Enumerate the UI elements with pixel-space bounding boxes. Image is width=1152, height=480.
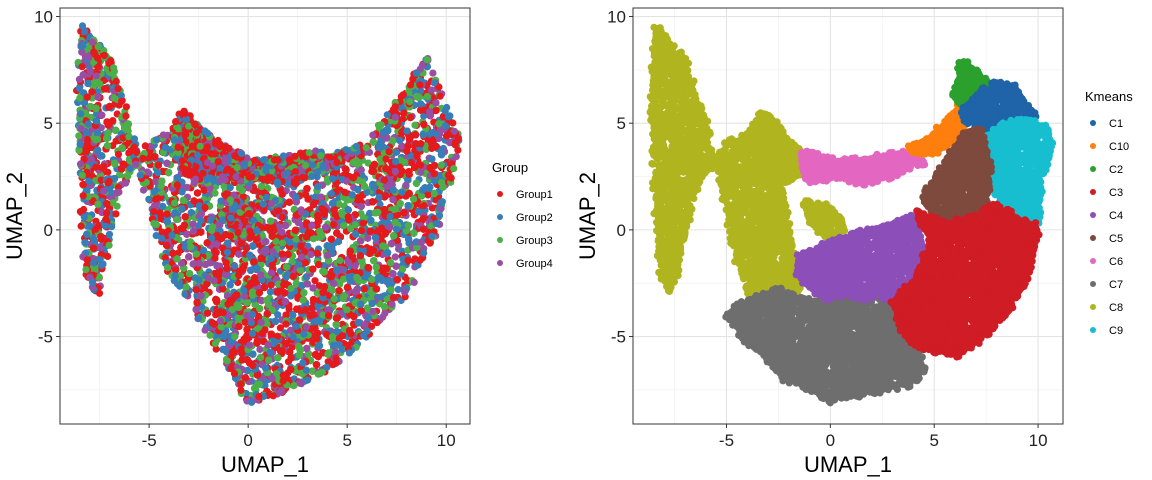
scatter-point bbox=[314, 250, 321, 257]
scatter-point bbox=[115, 151, 122, 158]
scatter-point bbox=[335, 200, 342, 207]
scatter-point bbox=[395, 286, 402, 293]
scatter-point bbox=[267, 288, 274, 295]
scatter-point bbox=[256, 346, 263, 353]
scatter-point bbox=[392, 253, 399, 260]
umap-group-panel: -5 0 5 10-50510UMAP_1UMAP_2GroupGroup1Group… bbox=[2, 8, 553, 477]
scatter-point bbox=[411, 122, 418, 129]
scatter-point bbox=[376, 194, 383, 201]
